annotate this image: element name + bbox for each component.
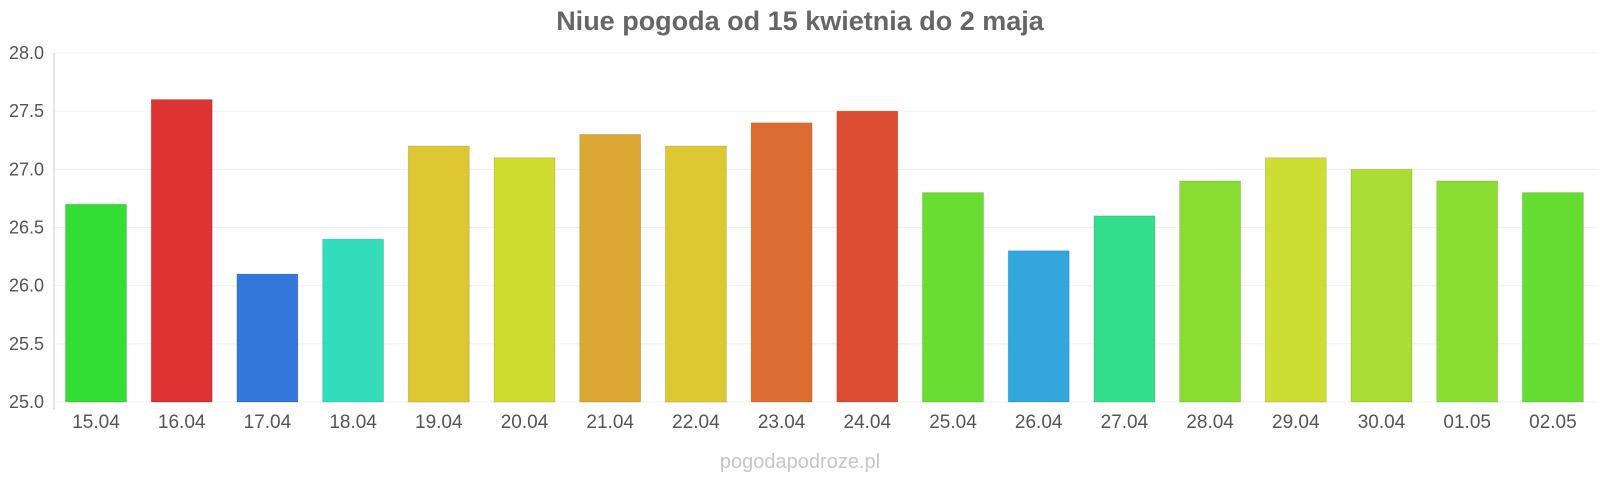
- bar-29.04: [1264, 157, 1327, 403]
- y-tick-label: 26.0: [9, 276, 44, 296]
- x-tick-labels: 15.04 16.04 17.04 18.04 19.04 20.04 21.04 22.04…: [72, 412, 1576, 433]
- bar-24.04: [836, 110, 899, 403]
- bar-15.04: [65, 203, 127, 403]
- y-tick-labels: 25.0 25.5 26.0 26.5 27.0 27.5 28.0: [9, 43, 44, 412]
- y-tick-label: 25.5: [9, 334, 44, 354]
- x-tick-label: 22.04: [672, 412, 720, 433]
- chart-title: Niue pogoda od 15 kwietnia do 2 maja: [556, 6, 1044, 36]
- bars: [65, 99, 1584, 403]
- bar-21.04: [579, 133, 642, 403]
- x-tick-label: 21.04: [586, 412, 634, 433]
- x-tick-label: 28.04: [1186, 412, 1234, 433]
- grid-lines: [54, 52, 1598, 403]
- bar-28.04: [1179, 180, 1242, 403]
- bar-20.04: [493, 157, 556, 403]
- x-tick-label: 18.04: [329, 412, 377, 433]
- x-tick-label: 17.04: [244, 412, 292, 433]
- x-tick-label: 26.04: [1015, 412, 1063, 433]
- x-tick-label: 27.04: [1101, 412, 1149, 433]
- y-tick-label: 26.5: [9, 218, 44, 238]
- x-tick-label: 15.04: [72, 412, 120, 433]
- bar-19.04: [407, 145, 470, 403]
- y-tick-label: 27.5: [9, 101, 44, 121]
- bar-26.04: [1007, 250, 1070, 403]
- x-tick-label: 24.04: [844, 412, 892, 433]
- bar-27.04: [1093, 215, 1156, 403]
- y-tick-label: 27.0: [9, 159, 44, 179]
- x-tick-label: 19.04: [415, 412, 463, 433]
- watermark: pogodapodroze.pl: [719, 451, 881, 473]
- bar-23.04: [750, 122, 813, 403]
- x-tick-label: 16.04: [158, 412, 206, 433]
- y-tick-label: 28.0: [9, 43, 44, 63]
- bar-02.05: [1521, 192, 1584, 403]
- x-tick-label: 01.05: [1443, 412, 1491, 433]
- bar-17.04: [236, 273, 299, 403]
- bar-22.04: [664, 145, 727, 403]
- x-tick-label: 29.04: [1272, 412, 1320, 433]
- bar-25.04: [922, 192, 984, 403]
- bar-30.04: [1350, 168, 1413, 403]
- x-tick-label: 02.05: [1529, 412, 1577, 433]
- x-tick-label: 20.04: [501, 412, 549, 433]
- x-tick-label: 25.04: [929, 412, 977, 433]
- bar-01.05: [1436, 180, 1499, 403]
- x-tick-label: 30.04: [1358, 412, 1406, 433]
- bar-16.04: [150, 99, 213, 403]
- x-tick-label: 23.04: [758, 412, 806, 433]
- bar-18.04: [322, 238, 385, 403]
- y-tick-label: 25.0: [9, 392, 44, 412]
